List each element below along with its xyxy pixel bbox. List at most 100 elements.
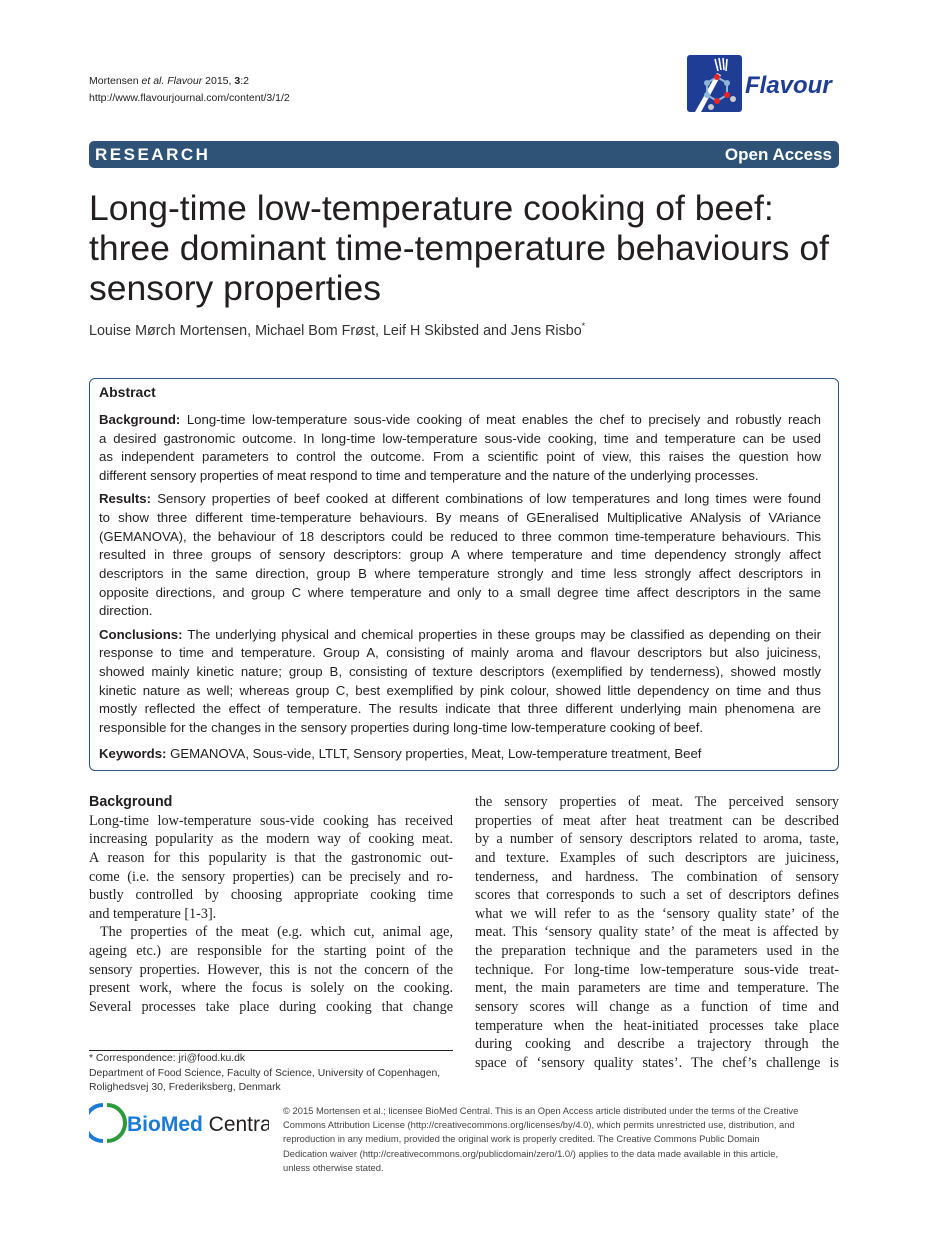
running-header: Mortensen et al. Flavour 2015, 3:2 http:… [89, 73, 290, 107]
body-line: scores that corresponds to such a set of… [475, 887, 839, 904]
abstract-line: mostly reflected the effect of temperatu… [99, 700, 821, 719]
license-line: © 2015 Mortensen et al.; licensee BioMed… [283, 1105, 799, 1116]
body-line: properties of meat after heat treatment … [475, 812, 839, 829]
citation-number: :2 [240, 75, 249, 87]
flavour-logo: Flavour [687, 55, 839, 113]
flavour-logo-icon: Flavour [687, 55, 833, 112]
line-text: direction. [99, 603, 153, 619]
article-title: Long-time low-temperature cooking of bee… [89, 188, 849, 308]
citation: Mortensen et al. Flavour 2015, 3:2 [89, 73, 290, 90]
body-line: and texture. Examples of such descriptor… [475, 849, 839, 866]
license-line: Dedication waiver (http://creativecommon… [283, 1147, 779, 1159]
body-line: ageing etc.) are responsible for the sta… [89, 943, 453, 960]
author-list: Louise Mørch Mortensen, Michael Bom Frøs… [89, 321, 585, 339]
article-url[interactable]: http://www.flavourjournal.com/content/3/… [89, 92, 290, 104]
open-access-label: Open Access [724, 144, 832, 164]
line-text: a desired gastronomic outcome. In long-t… [99, 430, 821, 446]
line-text: opposite directions, and group C where t… [99, 584, 821, 600]
abstract-line: a desired gastronomic outcome. In long-t… [99, 430, 821, 449]
body-line: Several processes take place during cook… [89, 999, 453, 1016]
biomed-central-logo: BioMed Central [83, 1102, 276, 1144]
body-line: what we will refer to as the ‘sensory qu… [475, 905, 839, 922]
abstract-line: Results: Sensory properties of beef cook… [99, 490, 821, 509]
section-label: Conclusions: [99, 626, 183, 642]
abstract-line: opposite directions, and group C where t… [99, 584, 821, 603]
abstract-section: Conclusions: The underlying physical and… [99, 626, 821, 738]
line-text: response to time and temperature. Group … [99, 645, 821, 661]
body-line: the preparation technique and the parame… [475, 943, 839, 960]
body-line: come (i.e. the sensory properties) can b… [89, 868, 453, 885]
body-line: tenderness, and hardness. The combinatio… [475, 868, 839, 885]
line-text: The underlying physical and chemical pro… [182, 626, 821, 642]
line-text: responsible for the changes in the senso… [99, 720, 704, 735]
body-line: present work, where the focus is solely … [89, 980, 453, 997]
affiliation: Rolighedsvej 30, Frederiksberg, Denmark [89, 1082, 281, 1094]
abstract-line: resulted in three groups of sensory desc… [99, 546, 821, 565]
paragraph: the sensory properties of meat. The perc… [475, 793, 839, 1073]
line-text: showed mainly kinetic nature; group B, c… [99, 663, 821, 679]
affiliation: Department of Food Science, Faculty of S… [89, 1067, 441, 1079]
abstract-line: response to time and temperature. Group … [99, 644, 821, 663]
abstract-line: kinetic nature as well; whereas group C,… [99, 682, 821, 701]
body-line: increasing popularity as the modern way … [89, 831, 453, 848]
line-text: descriptors in the same direction, group… [99, 566, 821, 581]
line-text: mostly reflected the effect of temperatu… [99, 701, 821, 717]
body-line: sensory scores will change as a function… [475, 999, 839, 1016]
section-label: Background: [99, 412, 181, 427]
citation-journal: Flavour [164, 75, 203, 87]
author-names: Louise Mørch Mortensen, Michael Bom Frøs… [89, 322, 582, 339]
paragraph: Long-time low-temperature sous-vide cook… [89, 812, 453, 924]
abstract-section: Background: Long-time low-temperature so… [99, 411, 821, 486]
title-line: sensory properties [89, 268, 382, 308]
body-line: The properties of the meat (e.g. which c… [100, 924, 453, 941]
section-heading: Background [89, 794, 173, 810]
body-line: A reason for this popularity is that the… [89, 849, 453, 866]
article-type-bar: RESEARCH Open Access [89, 141, 839, 168]
abstract-line: direction. [99, 602, 821, 621]
citation-year: 2015, [202, 75, 235, 87]
line-text: Long-time low-temperature sous-vide cook… [180, 412, 821, 427]
biomed-central-logo-icon: BioMed Central [83, 1103, 276, 1143]
body-line: sensory properties. However, this is not… [89, 961, 453, 978]
license-text: © 2015 Mortensen et al.; licensee BioMed… [283, 1104, 843, 1175]
correspondence-mark: * [581, 321, 586, 331]
body-line: by a number of sensory descriptors relat… [475, 831, 839, 848]
svg-text:BioMed Central: BioMed Central [127, 1113, 269, 1136]
article-type: RESEARCH [95, 144, 211, 164]
body-line: and temperature [1-3]. [89, 905, 217, 922]
citation-volume: 3 [234, 75, 241, 87]
abstract-line: to show three different time-temperature… [99, 509, 821, 528]
abstract-line: different sensory properties of meat res… [99, 467, 821, 486]
body-line: Long-time low-temperature sous-vide cook… [89, 812, 453, 829]
body-line: ment, the main parameters are time and t… [475, 980, 839, 997]
body-line: meat. This ‘sensory quality state’ of th… [475, 924, 839, 941]
abstract-heading: Abstract [99, 384, 156, 400]
keywords: Keywords: GEMANOVA, Sous-vide, LTLT, Sen… [99, 745, 821, 764]
body-line: temperature when the heat-initiated proc… [475, 1017, 839, 1034]
body-line: during cooking and describe a trajectory… [475, 1036, 839, 1053]
line-text: as independent parameters to control the… [99, 449, 821, 465]
body-line: space of ‘sensory quality states’. The c… [475, 1054, 839, 1071]
keywords-label: Keywords: [99, 745, 167, 761]
left-column: Background Long-time low-temperature sou… [89, 793, 453, 1017]
correspondence: * Correspondence: jri@food.ku.dk [89, 1053, 246, 1064]
abstract-line: showed mainly kinetic nature; group B, c… [99, 663, 821, 682]
abstract-body: Background: Long-time low-temperature so… [99, 411, 821, 763]
license-line: unless otherwise stated. [283, 1161, 384, 1173]
abstract-section: Results: Sensory properties of beef cook… [99, 490, 821, 621]
citation-authors: Mortensen [89, 75, 142, 87]
license-line: Commons Attribution License (http://crea… [283, 1119, 795, 1131]
line-text: different sensory properties of meat res… [99, 468, 759, 484]
footnote: * Correspondence: jri@food.ku.dk Departm… [89, 1050, 453, 1096]
title-line: three dominant time-temperature behaviou… [89, 228, 829, 268]
line-text: (GEMANOVA), the behaviour of 18 descript… [99, 528, 821, 544]
svg-text:Flavour: Flavour [745, 72, 833, 99]
body-line: technique. For long-time low-temperature… [475, 961, 839, 978]
abstract-line: Conclusions: The underlying physical and… [99, 626, 821, 645]
right-column: the sensory properties of meat. The perc… [475, 793, 839, 1073]
line-text: Sensory properties of beef cooked at dif… [151, 491, 821, 507]
citation-etal: et al. [141, 75, 165, 87]
body-line: bustly controlled by choosing appropriat… [89, 887, 453, 904]
keywords-list: GEMANOVA, Sous-vide, LTLT, Sensory prope… [166, 745, 702, 761]
abstract-line: Background: Long-time low-temperature so… [99, 411, 821, 430]
